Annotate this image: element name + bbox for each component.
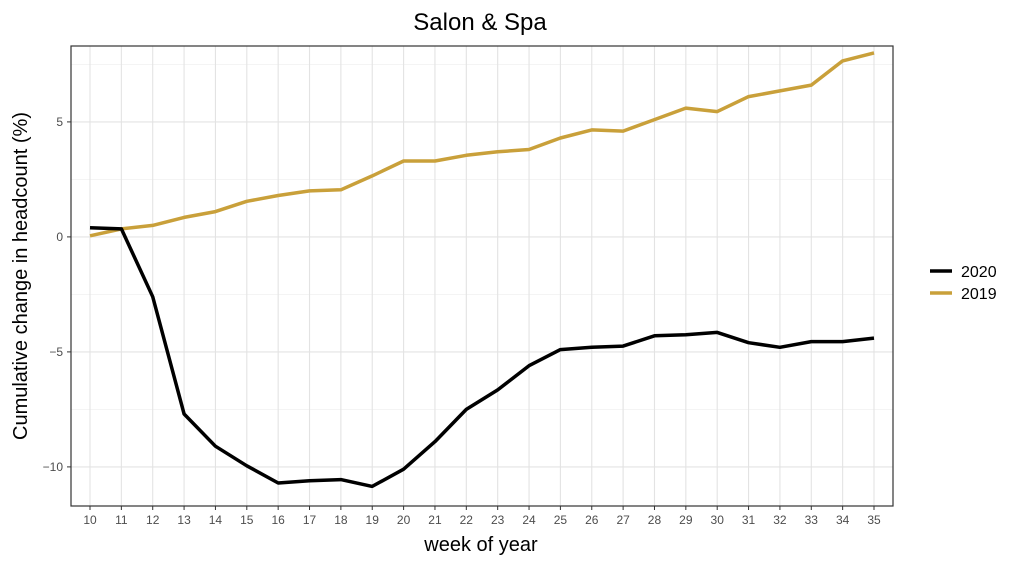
x-tick-label: 21 xyxy=(428,513,442,527)
x-tick-label: 33 xyxy=(805,513,819,527)
x-tick-label: 26 xyxy=(585,513,599,527)
x-axis-title: week of year xyxy=(423,534,538,556)
x-tick-label: 11 xyxy=(115,513,128,527)
chart-title: Salon & Spa xyxy=(413,9,547,36)
legend-label-2019: 2019 xyxy=(961,286,997,303)
x-tick-label: 13 xyxy=(177,513,191,527)
series-line-2019 xyxy=(89,51,875,238)
x-tick-label: 17 xyxy=(303,513,317,527)
x-tick-label: 14 xyxy=(209,513,223,527)
series-line-2020 xyxy=(89,225,875,489)
x-tick-label: 23 xyxy=(491,513,505,527)
x-tick-label: 34 xyxy=(836,513,850,527)
axes: −10 −5 0 5 10 11 12 13 14 15 16 17 18 19 20 21 22 23 24 25 2… xyxy=(43,115,881,527)
x-tick-label: 20 xyxy=(397,513,411,527)
x-tick-label: 22 xyxy=(460,513,474,527)
x-tick-label: 31 xyxy=(742,513,756,527)
grid xyxy=(71,46,893,506)
series-lines xyxy=(89,51,875,489)
x-tick-label: 18 xyxy=(334,513,348,527)
x-tick-label: 29 xyxy=(679,513,693,527)
x-tick-label: 28 xyxy=(648,513,662,527)
y-axis-title: Cumulative change in headcount (%) xyxy=(10,112,32,440)
x-tick-label: 16 xyxy=(271,513,285,527)
y-tick-label: 5 xyxy=(56,115,63,129)
x-tick-label: 32 xyxy=(773,513,787,527)
x-tick-label: 15 xyxy=(240,513,254,527)
y-tick-label: −10 xyxy=(43,460,64,474)
x-tick-label: 24 xyxy=(522,513,536,527)
x-tick-label: 30 xyxy=(711,513,725,527)
legend-label-2020: 2020 xyxy=(961,264,997,281)
x-tick-label: 27 xyxy=(616,513,630,527)
x-tick-label: 12 xyxy=(146,513,160,527)
x-tick-label: 35 xyxy=(867,513,881,527)
y-tick-label: −5 xyxy=(49,345,63,359)
x-tick-label: 25 xyxy=(554,513,568,527)
plot-panel-border xyxy=(70,45,894,507)
x-tick-label: 19 xyxy=(366,513,380,527)
x-tick-label: 10 xyxy=(83,513,97,527)
legend: 2020 2019 xyxy=(930,264,997,303)
y-tick-label: 0 xyxy=(56,230,63,244)
